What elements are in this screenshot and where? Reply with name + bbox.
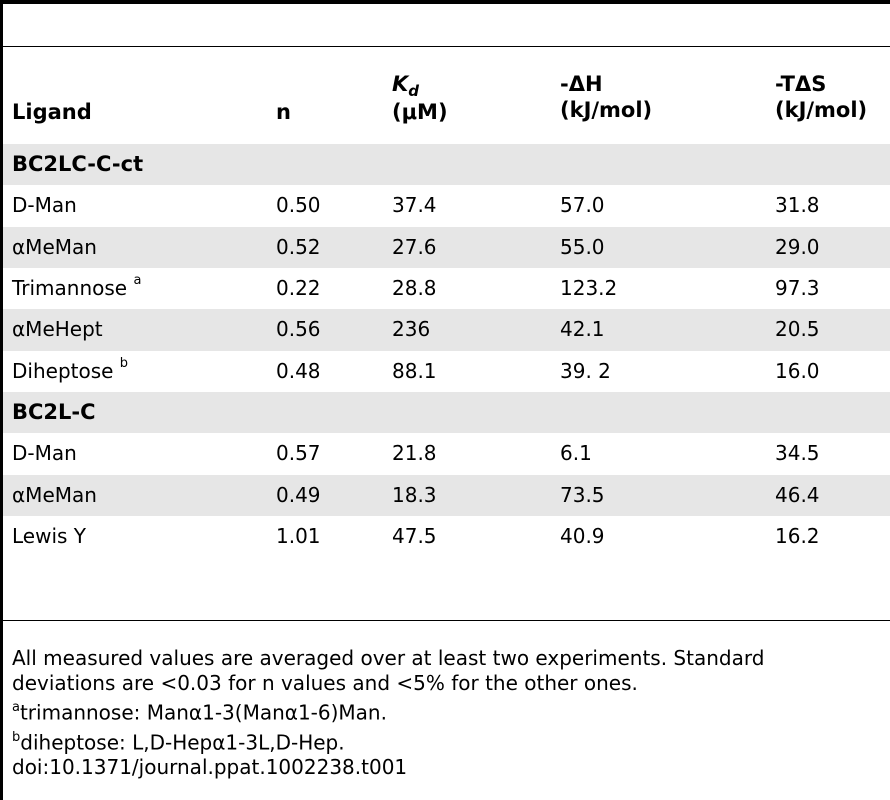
section-label: BC2LC-C-ct [12,152,144,176]
ligand-cell: D-Man [12,185,77,226]
footnote-a: atrimannose: Manα1-3(Manα1-6)Man. [12,696,882,726]
ligand-cell: D-Man [12,433,77,474]
kd-cell: 47.5 [392,523,437,548]
header-n: n [276,99,291,125]
header-kd: Kd (μM) [392,71,448,125]
tds-cell: 31.8 [775,193,820,218]
header-ligand: Ligand [12,99,92,125]
table-header: Ligand n Kd (μM) -ΔH (kJ/mol) -TΔS (kJ/m… [3,47,890,143]
dh-cell: 55.0 [560,234,605,259]
ligand-name: αMeMan [12,482,97,507]
footnote-a-marker: a [12,700,20,715]
tds-cell: 97.3 [775,275,820,300]
ligand-name: Diheptose [12,358,114,383]
dh-cell: 57.0 [560,193,605,218]
tds-cell: 16.0 [775,358,820,383]
kd-cell: 21.8 [392,441,437,466]
table-row: Lewis Y 1.01 47.5 40.9 16.2 [3,516,890,557]
ligand-cell: Lewis Y [12,516,86,557]
note-general-line2: deviations are <0.03 for n values and <5… [12,671,638,695]
table-row: αMeHept 0.56 236 42.1 20.5 [3,309,890,351]
footnote-b: bdiheptose: L,D-Hepα1-3L,D-Hep. [12,726,882,756]
ligand-name: Lewis Y [12,523,87,548]
n-cell: 0.48 [276,358,321,383]
n-cell: 0.57 [276,441,321,466]
table-row: D-Man 0.57 21.8 6.1 34.5 [3,433,890,474]
kd-cell: 236 [392,317,431,342]
n-cell: 0.49 [276,482,321,507]
table-row: αMeMan 0.52 27.6 55.0 29.0 [3,226,890,268]
dh-cell: 39. 2 [560,358,611,383]
footnote-b-marker: b [12,729,21,745]
ligand-name: D-Man [12,441,77,466]
section-row: BC2LC-C-ct [3,144,890,186]
n-cell: 0.50 [276,193,321,218]
kd-cell: 88.1 [392,358,437,383]
table-notes: All measured values are averaged over at… [12,646,882,780]
header-kd-unit: (μM) [392,100,448,124]
table-row: αMeMan 0.49 18.3 73.5 46.4 [3,474,890,516]
kd-cell: 18.3 [392,482,437,507]
n-cell: 0.56 [276,317,321,342]
n-cell: 0.52 [276,234,321,259]
bottom-rule [3,620,890,621]
ligand-name: αMeMan [12,234,97,259]
header-dh-text: -ΔH [560,72,603,96]
dh-cell: 6.1 [560,441,592,466]
header-dh: -ΔH (kJ/mol) [560,71,652,123]
header-ligand-text: Ligand [12,100,92,124]
kd-cell: 37.4 [392,193,437,218]
header-tds: -TΔS (kJ/mol) [775,71,867,123]
tds-cell: 29.0 [775,234,820,259]
n-cell: 0.22 [276,275,321,300]
header-top-rule [3,46,890,47]
header-tds-unit: (kJ/mol) [775,98,868,122]
tds-cell: 34.5 [775,441,820,466]
kd-cell: 27.6 [392,234,437,259]
header-tds-text: -TΔS [775,72,827,96]
dh-cell: 73.5 [560,482,605,507]
header-kd-symbol: K [392,72,409,96]
dh-cell: 42.1 [560,317,605,342]
header-n-text: n [276,100,291,124]
ligand-cell: αMeHept [12,309,103,350]
header-dh-unit: (kJ/mol) [560,98,653,122]
note-general-line1: All measured values are averaged over at… [12,646,765,670]
footnote-marker: a [133,272,142,288]
n-cell: 1.01 [276,523,321,548]
section-label: BC2L-C [12,399,96,424]
tds-cell: 46.4 [775,482,820,507]
table-row: Diheptose b 0.48 88.1 39. 2 16.0 [3,351,890,392]
ligand-name: Trimannose [12,275,128,300]
ligand-name: D-Man [12,193,77,218]
ligand-cell: Trimannose a [12,268,141,309]
table-row: D-Man 0.50 37.4 57.0 31.8 [3,185,890,226]
tds-cell: 16.2 [775,523,820,548]
table-row: Trimannose a 0.22 28.8 123.2 97.3 [3,268,890,309]
header-kd-subscript: d [408,82,420,100]
ligand-name: αMeHept [12,317,103,342]
footnote-marker: b [119,355,129,371]
footnote-a-text: trimannose: Manα1-3(Manα1-6)Man. [19,700,387,725]
ligand-cell: Diheptose b [12,351,128,392]
doi-text: doi:10.1371/journal.ppat.1002238.t001 [12,755,408,780]
section-row: BC2L-C [3,391,890,434]
dh-cell: 40.9 [560,523,605,548]
dh-cell: 123.2 [560,275,618,300]
table-body: BC2LC-C-ct D-Man 0.50 37.4 57.0 31.8 αMeMan 0.5… [3,144,890,557]
ligand-cell: αMeMan [12,227,97,268]
ligand-cell: αMeMan [12,475,97,516]
kd-cell: 28.8 [392,275,437,300]
tds-cell: 20.5 [775,317,820,342]
footnote-b-text: diheptose: L,D-Hepα1-3L,D-Hep. [20,730,345,755]
top-rule [3,0,890,4]
